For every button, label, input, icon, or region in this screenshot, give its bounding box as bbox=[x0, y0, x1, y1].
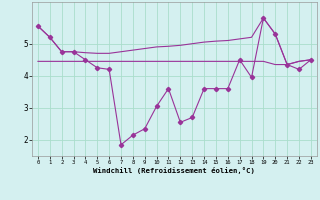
X-axis label: Windchill (Refroidissement éolien,°C): Windchill (Refroidissement éolien,°C) bbox=[93, 167, 255, 174]
